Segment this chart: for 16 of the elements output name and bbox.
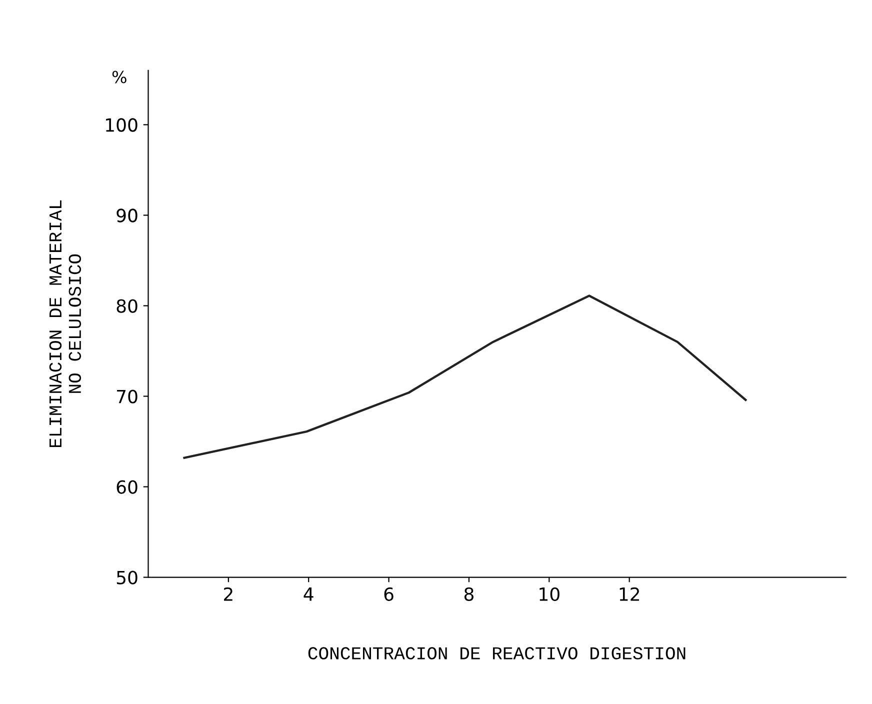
text: %	[112, 70, 126, 84]
x-axis-title: CONCENTRACION DE REACTIVO DIGESTION	[308, 647, 686, 660]
x-tick-label: 2	[224, 587, 232, 601]
x-tick-label: 8	[464, 587, 474, 601]
y-tick-label: 50	[116, 570, 138, 584]
y-tick-label: 100	[106, 118, 138, 132]
y-tick-label: 90	[116, 208, 138, 222]
y-tick-label: 60	[116, 480, 138, 494]
x-tick-label: 10	[540, 587, 560, 601]
y-tick-label: 70	[117, 390, 138, 404]
y-tick-label: 80	[116, 299, 138, 313]
x-tick-label: 6	[384, 587, 394, 601]
y-axis-title: ELIMINACION DE MATERIAL NO CELULOSICO	[49, 200, 82, 448]
x-tick-label: 4	[304, 588, 314, 601]
x-tick-label: 12	[620, 587, 640, 601]
line-series	[183, 294, 747, 459]
